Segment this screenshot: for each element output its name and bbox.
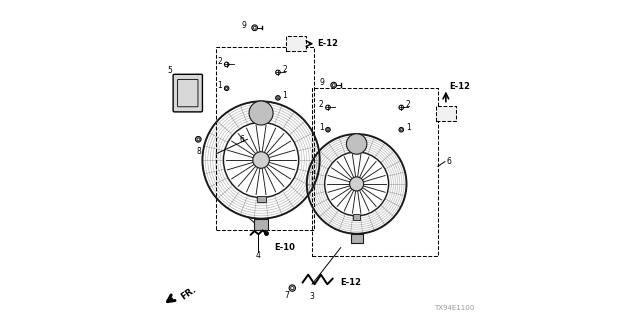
Circle shape [225,62,229,67]
Circle shape [400,129,402,131]
Text: 6: 6 [447,157,451,166]
Text: 7: 7 [284,291,289,300]
Circle shape [326,127,330,132]
Circle shape [326,105,330,110]
Circle shape [197,138,200,140]
Text: E-12: E-12 [317,39,339,48]
Bar [353,214,360,220]
Text: 1: 1 [282,91,287,100]
Circle shape [253,26,256,29]
Circle shape [327,129,329,131]
Text: 1: 1 [406,123,410,132]
FancyBboxPatch shape [436,106,456,122]
Text: 6: 6 [239,135,244,144]
Circle shape [276,70,280,75]
Circle shape [399,127,404,132]
Circle shape [444,111,449,116]
Bar [351,234,363,243]
Circle shape [289,285,296,291]
Circle shape [253,152,269,168]
Text: 5: 5 [167,66,172,75]
Text: 9: 9 [320,78,324,87]
Text: E-10: E-10 [274,243,294,252]
Circle shape [346,134,367,154]
Circle shape [226,87,228,89]
Text: E-12: E-12 [450,82,470,91]
Text: 2: 2 [406,100,410,109]
Text: 9: 9 [242,21,246,30]
Text: 4: 4 [256,251,260,260]
Bar [254,219,268,230]
Bar [257,196,266,203]
Circle shape [252,25,257,31]
Circle shape [399,105,404,110]
Text: 1: 1 [319,123,323,132]
Text: 8: 8 [196,147,202,156]
FancyBboxPatch shape [286,36,306,51]
Circle shape [277,97,279,99]
Text: 2: 2 [282,65,287,74]
Circle shape [331,82,337,88]
Text: TX94E1100: TX94E1100 [435,305,474,311]
Text: 1: 1 [218,81,222,90]
Text: 2: 2 [218,57,222,66]
Circle shape [225,86,229,91]
Circle shape [294,41,299,46]
Circle shape [195,136,201,142]
Text: E-12: E-12 [340,278,362,287]
Circle shape [291,286,294,290]
Text: 3: 3 [310,292,314,301]
Circle shape [349,177,364,191]
FancyBboxPatch shape [173,74,202,112]
Circle shape [332,84,335,87]
Text: 2: 2 [319,100,323,109]
Circle shape [276,96,280,100]
Circle shape [249,101,273,125]
Text: FR.: FR. [179,285,198,301]
